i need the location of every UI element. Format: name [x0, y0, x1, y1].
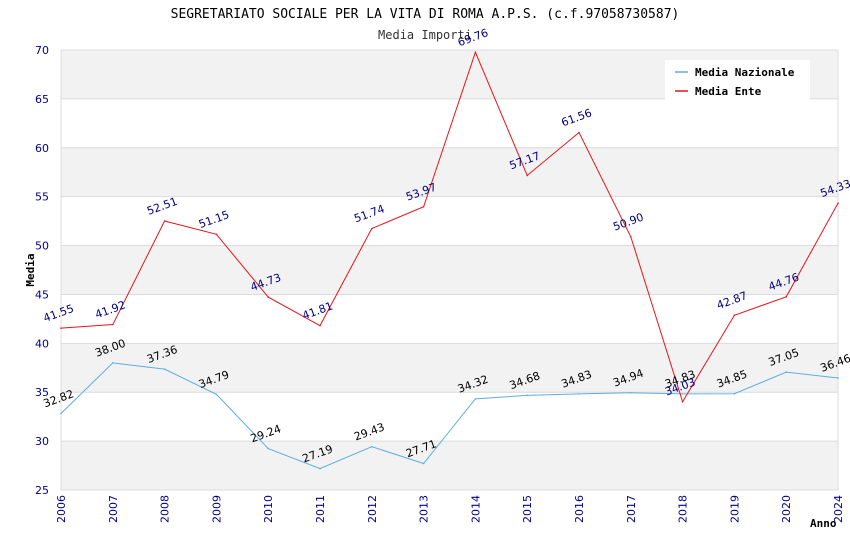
- y-axis-label: Media: [24, 253, 37, 286]
- y-tick-label: 40: [35, 337, 49, 350]
- x-tick-label: 2019: [728, 495, 741, 523]
- y-axis-ticks: 25 30 35 40 45 50 55 60 65 70: [35, 44, 49, 497]
- data-point: [526, 174, 528, 177]
- legend: Media Nazionale Media Ente: [665, 60, 810, 100]
- plot-bands: [61, 50, 838, 490]
- x-tick-label: 2013: [418, 495, 431, 523]
- series-line-media-nazionale: [60, 362, 839, 470]
- data-label: 51.74: [352, 202, 386, 225]
- x-tick-label: 2012: [366, 495, 379, 523]
- data-point: [112, 323, 114, 326]
- x-tick-label: 2010: [262, 495, 275, 523]
- data-point: [60, 327, 62, 329]
- data-point: [526, 394, 528, 397]
- x-tick-label: 2011: [314, 495, 327, 523]
- plot-band: [61, 441, 838, 490]
- data-point: [60, 412, 62, 415]
- chart-subtitle: Media Importi: [378, 28, 472, 42]
- data-point: [371, 227, 373, 230]
- x-tick-label: 2016: [573, 495, 586, 523]
- data-point: [474, 51, 477, 54]
- data-label: 52.51: [145, 195, 179, 218]
- data-point: [578, 393, 580, 395]
- data-point: [681, 400, 684, 403]
- x-tick-label: 2020: [780, 495, 793, 523]
- data-point: [733, 314, 736, 317]
- data-point: [733, 392, 736, 395]
- legend-background: [665, 60, 810, 100]
- x-tick-label: 2006: [55, 495, 68, 523]
- data-point: [163, 220, 166, 222]
- data-label: 50.90: [611, 211, 645, 234]
- x-tick-label: 2008: [159, 495, 172, 523]
- y-tick-label: 55: [35, 191, 49, 204]
- data-label: 29.43: [352, 421, 386, 444]
- data-label: 61.56: [560, 106, 594, 129]
- data-point: [319, 324, 321, 327]
- x-tick-label: 2024: [832, 495, 845, 523]
- plot-band: [61, 343, 838, 393]
- y-tick-label: 45: [35, 288, 49, 301]
- y-tick-label: 35: [35, 386, 49, 399]
- data-point: [837, 202, 839, 205]
- data-point: [267, 447, 270, 450]
- data-point: [578, 131, 580, 134]
- data-point: [319, 467, 321, 470]
- x-tick-label: 2014: [469, 495, 482, 523]
- y-tick-label: 60: [35, 142, 49, 155]
- plot-band: [61, 147, 838, 197]
- data-point: [422, 462, 425, 465]
- chart-title: SEGRETARIATO SOCIALE PER LA VITA DI ROMA…: [171, 7, 680, 22]
- data-point: [163, 368, 166, 370]
- x-tick-label: 2007: [107, 495, 120, 523]
- series-line-media-ente: [60, 50, 839, 403]
- x-axis-label: Anno: [810, 517, 837, 530]
- data-point: [681, 393, 684, 395]
- data-point: [785, 295, 787, 298]
- y-tick-label: 30: [35, 435, 49, 448]
- y-tick-label: 65: [35, 93, 49, 106]
- series-lines: [60, 50, 839, 470]
- data-point: [837, 377, 839, 379]
- data-point: [215, 393, 218, 396]
- x-axis-ticks: 2006 2007 2008 2009 2010 2011 2012 2013 2014 2015…: [55, 495, 845, 523]
- data-label: 41.92: [93, 298, 127, 321]
- data-point: [112, 362, 114, 364]
- data-point: [422, 205, 425, 208]
- data-label: 41.55: [42, 302, 76, 325]
- plot-band: [61, 245, 838, 295]
- data-point: [267, 296, 270, 298]
- data-point: [630, 392, 632, 394]
- x-tick-label: 2009: [210, 495, 223, 523]
- data-label: 41.81: [301, 299, 335, 322]
- x-tick-label: 2018: [677, 495, 690, 523]
- data-point: [215, 233, 218, 236]
- legend-label: Media Nazionale: [695, 66, 795, 79]
- y-tick-label: 50: [35, 240, 49, 253]
- x-tick-label: 2017: [625, 495, 638, 523]
- data-point: [474, 398, 477, 400]
- y-tick-label: 70: [35, 44, 49, 57]
- y-tick-label: 25: [35, 484, 49, 497]
- data-label: 51.15: [197, 208, 231, 231]
- legend-label: Media Ente: [695, 85, 762, 98]
- x-tick-label: 2015: [521, 495, 534, 523]
- data-point: [371, 445, 373, 448]
- data-point: [785, 371, 787, 373]
- data-point: [630, 235, 632, 238]
